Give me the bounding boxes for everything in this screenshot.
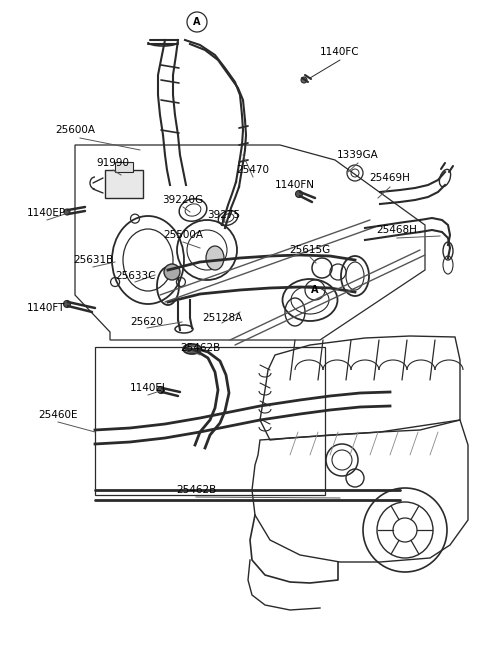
Text: 91990: 91990 bbox=[96, 158, 130, 168]
Text: 1140EP: 1140EP bbox=[26, 208, 66, 218]
Text: 25460E: 25460E bbox=[38, 410, 78, 420]
Text: A: A bbox=[311, 285, 319, 295]
Text: 25469H: 25469H bbox=[370, 173, 410, 183]
Ellipse shape bbox=[186, 346, 198, 352]
Text: 1140FT: 1140FT bbox=[27, 303, 65, 313]
Text: 25468H: 25468H bbox=[377, 225, 418, 235]
Ellipse shape bbox=[206, 246, 224, 270]
Circle shape bbox=[301, 77, 307, 83]
Text: A: A bbox=[193, 17, 201, 27]
Bar bbox=[105, 170, 143, 198]
Text: 25500A: 25500A bbox=[163, 230, 203, 240]
Circle shape bbox=[63, 300, 71, 308]
Text: 25633C: 25633C bbox=[115, 271, 155, 281]
Text: 25620: 25620 bbox=[131, 317, 164, 327]
Text: 39220G: 39220G bbox=[162, 195, 204, 205]
Ellipse shape bbox=[183, 344, 201, 354]
Bar bbox=[95, 347, 325, 495]
Text: 25615G: 25615G bbox=[289, 245, 331, 255]
Circle shape bbox=[64, 209, 70, 215]
Text: 25128A: 25128A bbox=[202, 313, 242, 323]
Text: 1339GA: 1339GA bbox=[337, 150, 379, 160]
Circle shape bbox=[164, 264, 180, 280]
Text: 25462B: 25462B bbox=[176, 485, 216, 495]
Text: 25600A: 25600A bbox=[55, 125, 95, 135]
Text: 1140EJ: 1140EJ bbox=[130, 383, 166, 393]
Bar bbox=[115, 162, 133, 172]
Circle shape bbox=[296, 190, 302, 197]
Text: 1140FN: 1140FN bbox=[275, 180, 315, 190]
Text: 25631B: 25631B bbox=[73, 255, 113, 265]
Text: 25462B: 25462B bbox=[180, 343, 220, 353]
Text: 1140FC: 1140FC bbox=[320, 47, 360, 57]
Text: 25470: 25470 bbox=[237, 165, 269, 175]
Text: 39275: 39275 bbox=[207, 210, 240, 220]
Circle shape bbox=[157, 386, 165, 394]
